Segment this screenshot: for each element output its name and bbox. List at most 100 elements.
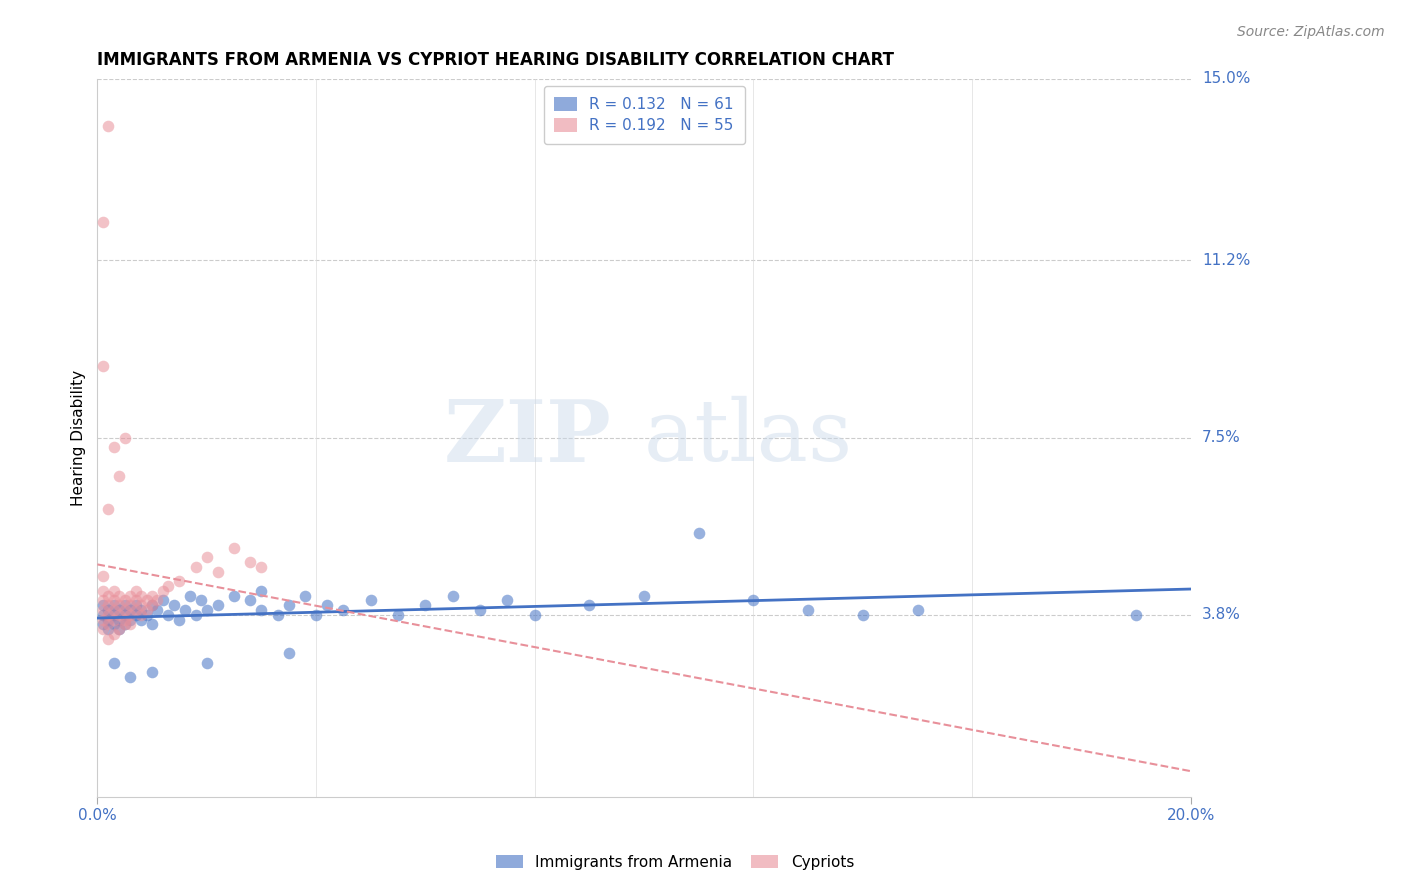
Point [387,607,409,622]
Point [91,607,114,622]
Point [277,646,299,660]
Point [141,617,163,632]
Point [141,598,163,612]
Point [179,589,201,603]
Point [97,632,120,646]
Text: atlas: atlas [644,396,853,479]
Point [91,569,114,583]
Point [114,613,136,627]
Point [141,598,163,612]
Point [305,607,328,622]
Point [120,589,142,603]
Point [103,593,125,607]
Point [222,589,245,603]
Point [120,607,142,622]
Point [135,603,157,617]
Point [250,583,273,598]
Point [169,574,191,589]
Point [207,598,229,612]
Point [120,617,142,632]
Y-axis label: Hearing Disability: Hearing Disability [72,369,86,506]
Point [195,656,218,670]
Point [239,555,262,569]
Point [163,598,186,612]
Point [124,598,146,612]
Text: Source: ZipAtlas.com: Source: ZipAtlas.com [1237,25,1385,39]
Point [91,603,114,617]
Point [578,598,600,612]
Text: 15.0%: 15.0% [1202,71,1250,86]
Point [114,617,136,632]
Point [108,607,131,622]
Point [135,607,157,622]
Point [250,560,273,574]
Point [135,593,157,607]
Point [97,617,120,632]
Point [523,607,546,622]
Point [120,670,142,684]
Text: ZIP: ZIP [443,396,612,480]
Point [108,589,131,603]
Point [103,617,125,632]
Point [129,613,152,627]
Point [91,622,114,636]
Point [97,607,120,622]
Point [124,593,146,607]
Point [108,622,131,636]
Point [103,583,125,598]
Point [146,603,169,617]
Point [294,589,316,603]
Point [103,598,125,612]
Point [468,603,491,617]
Point [108,613,131,627]
Point [91,593,114,607]
Point [222,541,245,555]
Point [114,617,136,632]
Point [114,431,136,445]
Point [91,215,114,229]
Point [91,359,114,373]
Point [91,617,114,632]
Point [97,613,120,627]
Point [129,607,152,622]
Point [152,583,174,598]
Point [91,598,114,612]
Point [129,598,152,612]
Point [120,613,142,627]
Legend: R = 0.132   N = 61, R = 0.192   N = 55: R = 0.132 N = 61, R = 0.192 N = 55 [544,87,745,144]
Point [239,593,262,607]
Point [97,603,120,617]
Point [688,526,710,541]
Point [207,565,229,579]
Point [852,607,875,622]
Point [146,593,169,607]
Text: 3.8%: 3.8% [1202,607,1241,623]
Point [97,589,120,603]
Point [120,598,142,612]
Point [141,589,163,603]
Point [441,589,464,603]
Point [103,603,125,617]
Point [97,598,120,612]
Point [97,502,120,516]
Point [97,622,120,636]
Point [184,560,207,574]
Point [103,627,125,641]
Point [114,603,136,617]
Point [103,656,125,670]
Point [120,603,142,617]
Point [169,613,191,627]
Point [415,598,437,612]
Point [496,593,519,607]
Point [124,583,146,598]
Point [250,603,273,617]
Legend: Immigrants from Armenia, Cypriots: Immigrants from Armenia, Cypriots [488,847,862,877]
Point [267,607,290,622]
Text: 11.2%: 11.2% [1202,253,1250,268]
Point [141,665,163,680]
Point [124,607,146,622]
Point [103,607,125,622]
Point [103,440,125,454]
Point [97,120,120,134]
Point [114,598,136,612]
